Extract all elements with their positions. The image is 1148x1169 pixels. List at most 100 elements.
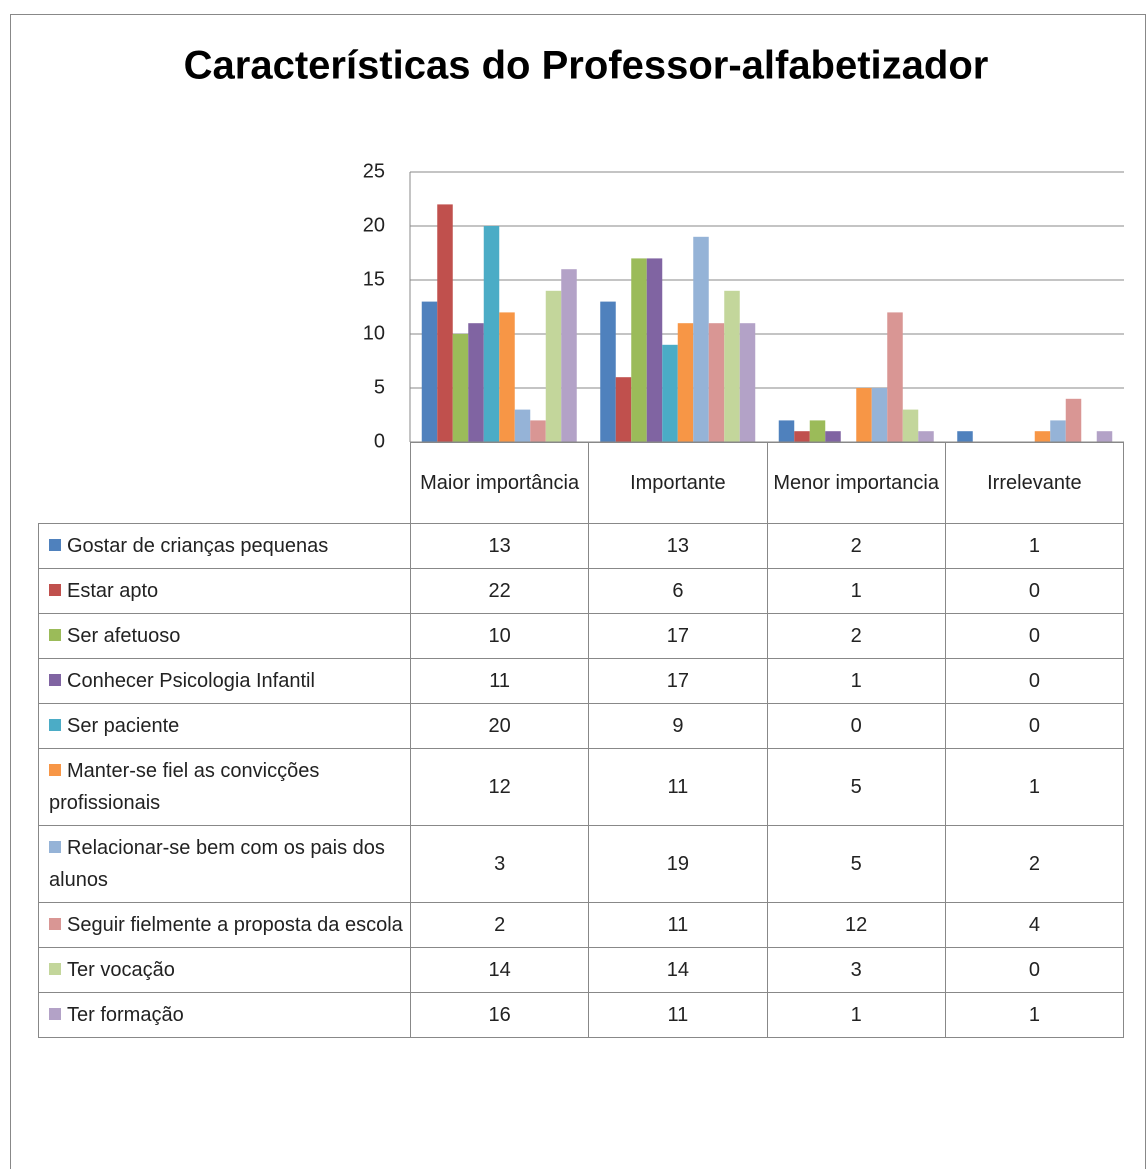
- series-row: Manter-se fiel as convicções profissiona…: [38, 748, 1125, 826]
- series-row: Ser paciente 20 9 0 0: [38, 703, 1125, 749]
- series-row: Ter vocação 14 14 3 0: [38, 947, 1125, 993]
- value-cell: 0: [944, 658, 1125, 704]
- legend-label: Ser afetuoso: [67, 625, 181, 647]
- y-tick-label: 15: [363, 268, 385, 290]
- series-row: Ter formação 16 11 1 1: [38, 992, 1125, 1038]
- series-row: Relacionar-se bem com os pais dos alunos…: [38, 825, 1125, 903]
- value-cell: 13: [588, 523, 768, 569]
- legend-swatch: [49, 539, 61, 551]
- y-tick-label: 25: [363, 160, 385, 182]
- bar: [902, 409, 919, 442]
- bar: [499, 312, 515, 442]
- legend-label: Ter vocação: [67, 959, 175, 981]
- value-cell: 0: [944, 568, 1125, 614]
- bar: [809, 420, 826, 442]
- value-cell: 9: [588, 703, 768, 749]
- value-cell: 6: [588, 568, 768, 614]
- legend-swatch: [49, 841, 61, 853]
- bar: [1050, 420, 1066, 442]
- value-cell: 3: [409, 825, 590, 903]
- value-cell: 13: [409, 523, 590, 569]
- bar: [794, 431, 810, 442]
- value-cell: 0: [944, 613, 1125, 659]
- bar: [530, 420, 546, 442]
- legend-swatch: [49, 674, 61, 686]
- value-cell: 20: [409, 703, 590, 749]
- legend-swatch: [49, 1008, 61, 1020]
- value-cell: 2: [409, 902, 590, 948]
- category-label: Irrelevante: [944, 442, 1125, 524]
- bar: [437, 204, 453, 442]
- bar: [421, 301, 438, 442]
- bar: [615, 377, 632, 442]
- series-row: Conhecer Psicologia Infantil 11 17 1 0: [38, 658, 1125, 704]
- legend-cell: Conhecer Psicologia Infantil: [38, 658, 411, 704]
- bar: [871, 388, 888, 442]
- bar: [514, 409, 531, 442]
- series-row: Gostar de crianças pequenas 13 13 2 1: [38, 523, 1125, 569]
- value-cell: 2: [944, 825, 1125, 903]
- legend-cell: Ser afetuoso: [38, 613, 411, 659]
- value-cell: 12: [409, 748, 590, 826]
- value-cell: 17: [588, 658, 768, 704]
- value-cell: 16: [409, 992, 590, 1038]
- bar: [452, 334, 469, 442]
- legend-swatch: [49, 584, 61, 596]
- value-cell: 11: [588, 748, 768, 826]
- value-cell: 2: [766, 613, 946, 659]
- legend-cell: Ter vocação: [38, 947, 411, 993]
- value-cell: 2: [766, 523, 946, 569]
- bar: [1065, 398, 1082, 442]
- value-cell: 11: [588, 902, 768, 948]
- bar: [693, 236, 709, 442]
- legend-label: Ser paciente: [67, 715, 180, 737]
- y-tick-label: 0: [374, 430, 385, 452]
- legend-label: Seguir fielmente a proposta da escola: [67, 914, 403, 936]
- legend-cell: Manter-se fiel as convicções profissiona…: [38, 748, 411, 826]
- legend-label: Estar apto: [67, 580, 159, 602]
- value-cell: 10: [409, 613, 590, 659]
- y-tick-label: 5: [374, 376, 385, 398]
- legend-cell: Ter formação: [38, 992, 411, 1038]
- category-label: Menor importancia: [766, 442, 946, 524]
- bar: [646, 258, 663, 442]
- bar: [1034, 431, 1051, 442]
- bar: [778, 420, 795, 442]
- value-cell: 5: [766, 825, 946, 903]
- bar: [918, 431, 934, 442]
- corner: [38, 442, 411, 524]
- legend-swatch: [49, 764, 61, 776]
- value-cell: 19: [588, 825, 768, 903]
- category-label: Maior importância: [409, 442, 590, 524]
- value-cell: 11: [409, 658, 590, 704]
- bar: [631, 258, 647, 442]
- series-row: Seguir fielmente a proposta da escola 2 11…: [38, 902, 1125, 948]
- data-table: Maior importância Importante Menor importa…: [38, 442, 1125, 1038]
- legend-cell: Seguir fielmente a proposta da escola: [38, 902, 411, 948]
- bar: [545, 290, 562, 442]
- bar: [483, 226, 500, 442]
- value-cell: 0: [944, 703, 1125, 749]
- y-tick-label: 10: [363, 322, 385, 344]
- legend-cell: Gostar de crianças pequenas: [38, 523, 411, 569]
- bar: [856, 388, 872, 442]
- chart-border: [10, 14, 1146, 1169]
- legend-label: Gostar de crianças pequenas: [67, 535, 329, 557]
- bar: [708, 323, 725, 442]
- legend-label: Manter-se fiel as convicções profissiona…: [49, 760, 320, 814]
- chart-title: Características do Professor-alfabetizad…: [184, 44, 989, 88]
- value-cell: 5: [766, 748, 946, 826]
- bar: [887, 312, 903, 442]
- value-cell: 1: [766, 568, 946, 614]
- value-cell: 1: [766, 992, 946, 1038]
- header-row: Maior importância Importante Menor importa…: [38, 442, 1125, 524]
- value-cell: 1: [944, 992, 1125, 1038]
- bar: [600, 301, 616, 442]
- bar: [468, 323, 484, 442]
- value-cell: 11: [588, 992, 768, 1038]
- legend-swatch: [49, 918, 61, 930]
- legend-label: Relacionar-se bem com os pais dos alunos: [49, 837, 385, 891]
- value-cell: 0: [944, 947, 1125, 993]
- legend-swatch: [49, 629, 61, 641]
